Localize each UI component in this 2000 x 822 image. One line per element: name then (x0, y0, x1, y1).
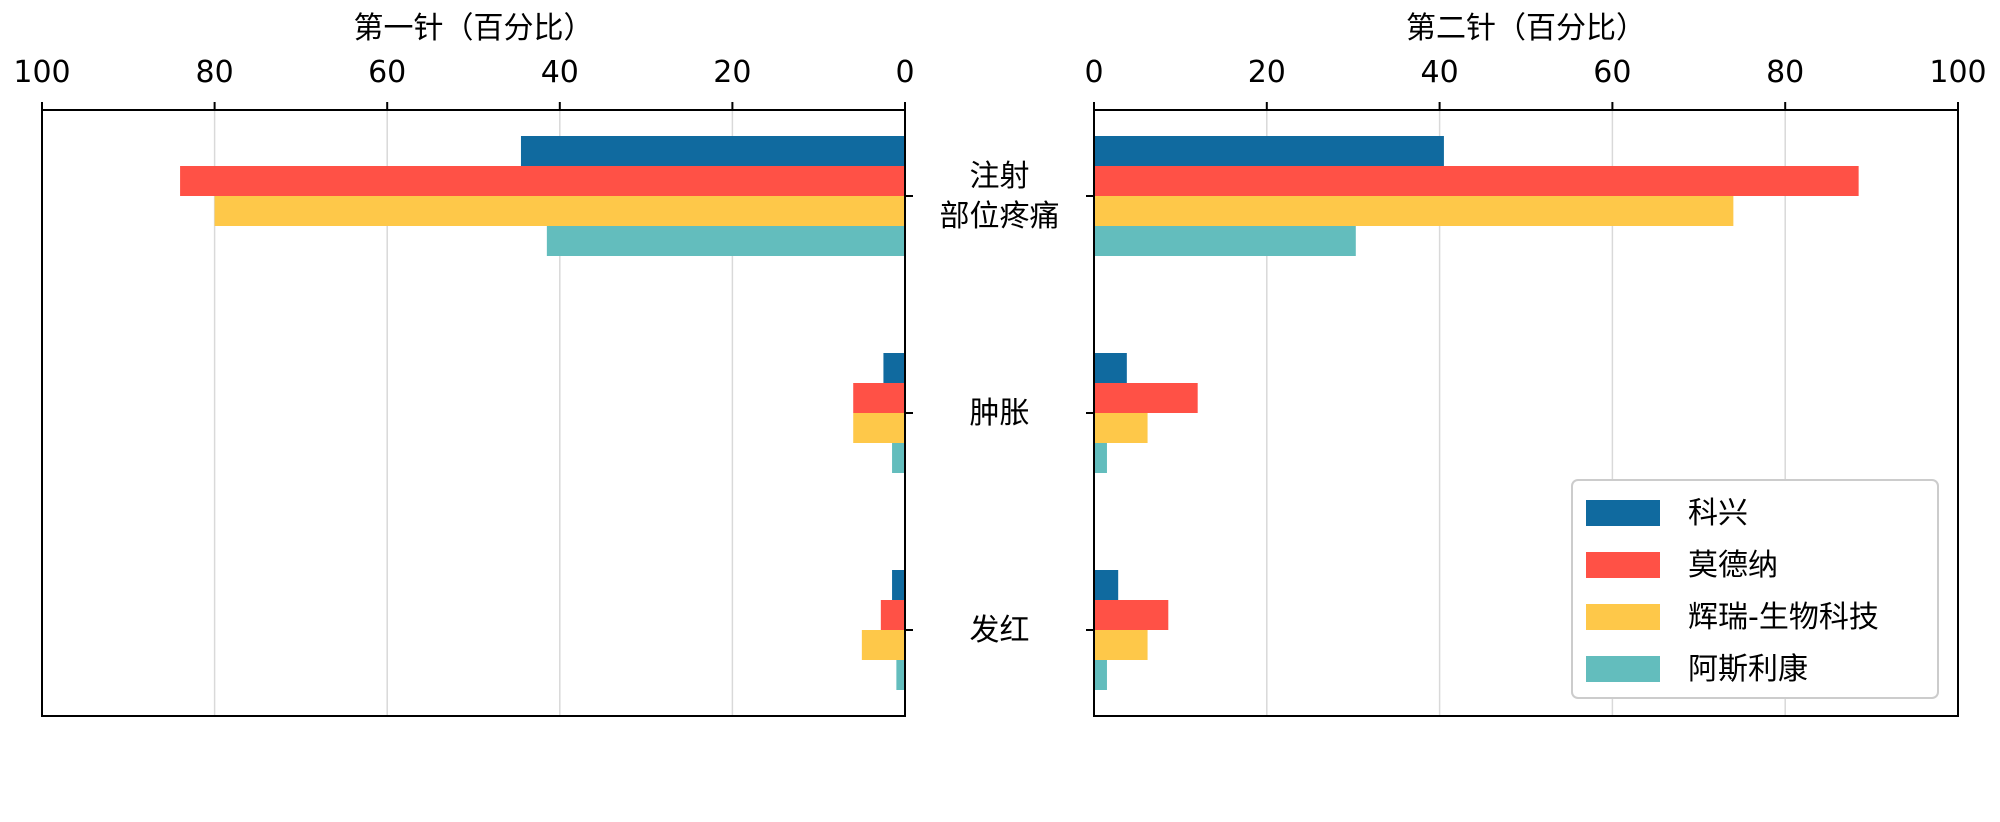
bar (1094, 353, 1127, 383)
x-tick-label: 60 (1593, 55, 1631, 90)
bar (1094, 443, 1107, 473)
axis-title: 第一针（百分比） (354, 11, 594, 46)
bar (1094, 600, 1169, 630)
bar (214, 196, 906, 226)
bar (861, 630, 905, 660)
bar (1094, 166, 1859, 196)
bar (892, 570, 905, 600)
legend-label: 科兴 (1688, 496, 1748, 531)
x-tick-label: 40 (541, 55, 579, 90)
legend-swatch (1586, 552, 1660, 578)
bar (853, 413, 905, 443)
x-tick-label: 0 (1084, 55, 1103, 90)
bar (1094, 383, 1198, 413)
bar (1094, 570, 1119, 600)
legend-label: 阿斯利康 (1688, 652, 1808, 687)
bar (1094, 136, 1444, 166)
legend-swatch (1586, 604, 1660, 630)
x-tick-label: 0 (895, 55, 914, 90)
bar (1094, 226, 1356, 256)
bar (1094, 196, 1734, 226)
bar (892, 443, 905, 473)
x-tick-label: 60 (368, 55, 406, 90)
legend-label: 辉瑞-生物科技 (1688, 600, 1879, 635)
x-tick-label: 40 (1421, 55, 1459, 90)
x-tick-label: 20 (1248, 55, 1286, 90)
bar (1094, 660, 1107, 690)
category-label: 发红 (970, 613, 1030, 648)
bar (1094, 630, 1148, 660)
category-label: 部位疼痛 (940, 199, 1060, 234)
category-label: 注射 (970, 159, 1030, 194)
bar (883, 353, 905, 383)
axis-title: 第二针（百分比） (1406, 11, 1646, 46)
bar (180, 166, 905, 196)
bar (896, 660, 905, 690)
bar (1094, 413, 1148, 443)
legend-swatch (1586, 500, 1660, 526)
category-label: 肿胀 (970, 396, 1030, 431)
bar (520, 136, 905, 166)
x-tick-label: 80 (196, 55, 234, 90)
x-tick-label: 100 (13, 55, 70, 90)
x-tick-label: 80 (1766, 55, 1804, 90)
x-tick-label: 100 (1929, 55, 1986, 90)
legend-swatch (1586, 656, 1660, 682)
legend-label: 莫德纳 (1688, 548, 1778, 583)
x-tick-label: 20 (713, 55, 751, 90)
bar (853, 383, 905, 413)
bar (546, 226, 905, 256)
legend-box (1571, 479, 1939, 699)
bar (880, 600, 905, 630)
